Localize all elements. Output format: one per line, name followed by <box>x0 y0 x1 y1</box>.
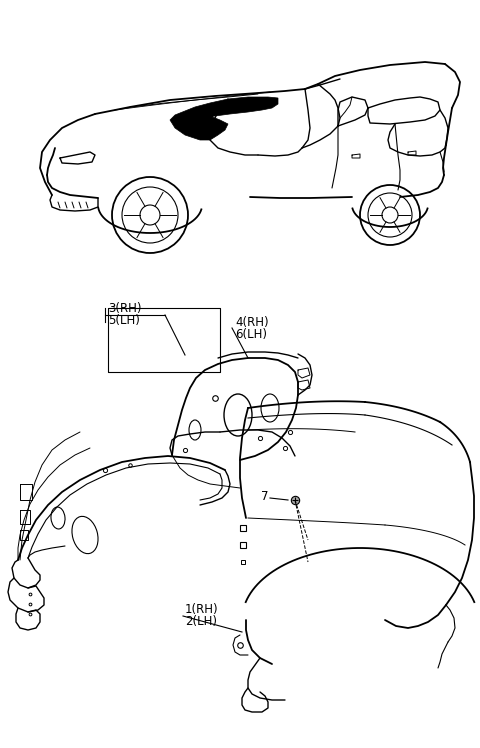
Text: 7: 7 <box>261 489 268 503</box>
Text: 4(RH): 4(RH) <box>235 316 269 328</box>
Text: 3(RH): 3(RH) <box>108 301 142 314</box>
Text: 6(LH): 6(LH) <box>235 328 267 340</box>
Text: 5(LH): 5(LH) <box>108 313 140 326</box>
Text: 1(RH): 1(RH) <box>185 604 218 616</box>
Polygon shape <box>170 97 278 140</box>
Text: 2(LH): 2(LH) <box>185 616 217 628</box>
